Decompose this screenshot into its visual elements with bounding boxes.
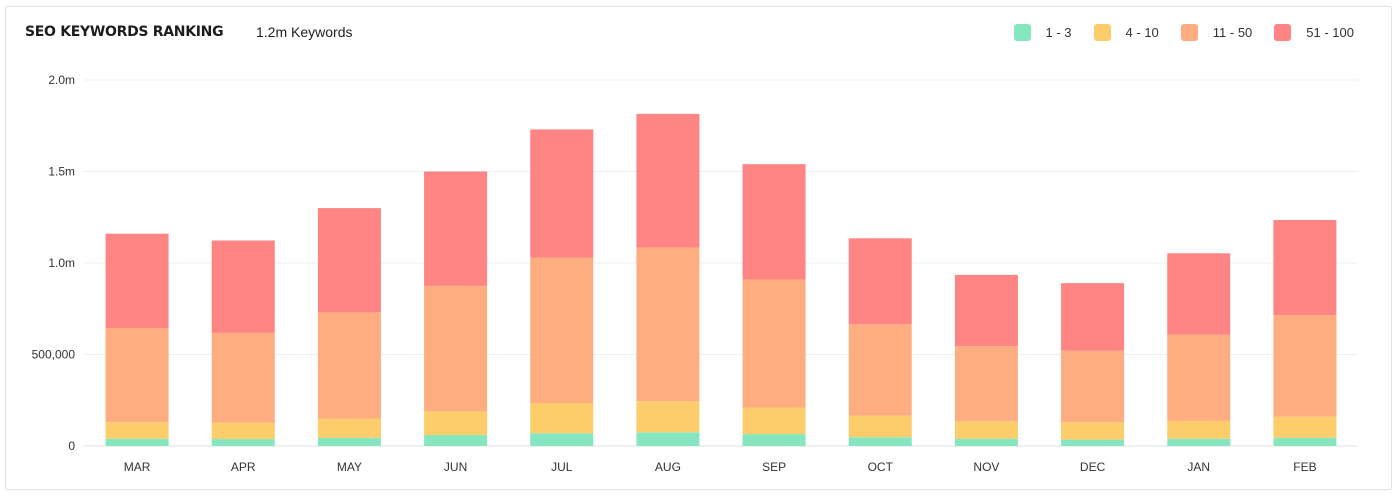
bar-segment: [954, 421, 1018, 439]
bar-segment: [1273, 315, 1337, 417]
bar-segment: [848, 238, 912, 325]
legend-label: 51 - 100: [1306, 25, 1354, 40]
bar-segment: [211, 240, 275, 333]
y-tick-label: 2.0m: [48, 73, 75, 87]
bar-segment: [317, 312, 381, 419]
bar-segment: [1061, 422, 1125, 440]
x-tick-label: MAR: [124, 460, 151, 474]
keyword-count: 1.2m Keywords: [256, 24, 353, 40]
bar-segment: [742, 407, 806, 435]
legend-swatch: [1274, 24, 1292, 41]
legend-label: 4 - 10: [1125, 25, 1159, 40]
bar-segment: [954, 438, 1018, 446]
x-tick-label: OCT: [868, 460, 894, 474]
legend-swatch: [1180, 24, 1198, 41]
legend-item-1-3[interactable]: 1 - 3: [1013, 24, 1072, 41]
bar-segment: [424, 435, 488, 446]
bar-segment: [530, 129, 594, 258]
legend-item-51-100[interactable]: 51 - 100: [1274, 24, 1354, 41]
legend-swatch: [1013, 24, 1031, 41]
bar-segment: [1273, 219, 1337, 316]
bar-segment: [1167, 420, 1231, 439]
bar-segment: [105, 422, 169, 439]
bar-segment: [1167, 334, 1231, 421]
x-tick-label: APR: [231, 460, 256, 474]
bar-segment: [1061, 439, 1125, 446]
bar-segment: [742, 279, 806, 408]
bar-segment: [636, 247, 700, 402]
x-tick-label: JUN: [444, 460, 467, 474]
chart-legend: 1 - 3 4 - 10 11 - 50 51 - 100: [992, 24, 1354, 41]
x-tick-label: SEP: [762, 460, 786, 474]
y-tick-label: 500,000: [32, 348, 76, 362]
legend-label: 1 - 3: [1045, 25, 1072, 40]
bar-segment: [211, 332, 275, 423]
bar-segment: [1061, 283, 1125, 351]
legend-item-11-50[interactable]: 11 - 50: [1180, 24, 1253, 41]
bar-segment: [954, 346, 1018, 422]
bar-segment: [317, 208, 381, 313]
x-tick-label: FEB: [1293, 460, 1316, 474]
bar-segment: [636, 113, 700, 248]
x-tick-label: AUG: [655, 460, 681, 474]
bar-segment: [742, 434, 806, 446]
bar-segment: [742, 164, 806, 280]
bar-segment: [1273, 437, 1337, 446]
y-tick-label: 1.5m: [48, 165, 75, 179]
bar-segment: [105, 438, 169, 446]
bar-segment: [105, 233, 169, 328]
bar-segment: [317, 437, 381, 446]
bar-segment: [424, 411, 488, 436]
y-tick-label: 0: [68, 439, 75, 453]
bar-segment: [424, 285, 488, 412]
legend-label: 11 - 50: [1212, 25, 1253, 40]
bar-segment: [848, 437, 912, 446]
x-tick-label: NOV: [973, 460, 999, 474]
bar-segment: [1167, 253, 1231, 335]
bar-segment: [317, 418, 381, 438]
x-tick-label: MAY: [337, 460, 362, 474]
bar-segment: [636, 432, 700, 446]
legend-swatch: [1093, 24, 1111, 41]
bar-segment: [848, 324, 912, 416]
bar-segment: [211, 439, 275, 446]
bar-segment: [848, 415, 912, 438]
bar-segment: [1273, 416, 1337, 438]
x-tick-label: JUL: [551, 460, 573, 474]
bar-segment: [1061, 350, 1125, 423]
bar-segment: [1167, 438, 1231, 446]
bar-segment: [211, 422, 275, 440]
chart-title: SEO KEYWORDS RANKING: [25, 24, 224, 40]
bar-segment: [954, 274, 1018, 347]
y-tick-label: 1.0m: [48, 256, 75, 270]
bar-segment: [530, 257, 594, 403]
legend-item-4-10[interactable]: 4 - 10: [1093, 24, 1159, 41]
bar-segment: [424, 171, 488, 286]
x-tick-label: DEC: [1080, 460, 1106, 474]
x-tick-label: JAN: [1187, 460, 1210, 474]
bar-segment: [530, 402, 594, 434]
bar-segment: [636, 401, 700, 433]
bar-segment: [105, 327, 169, 423]
bar-segment: [530, 433, 594, 446]
